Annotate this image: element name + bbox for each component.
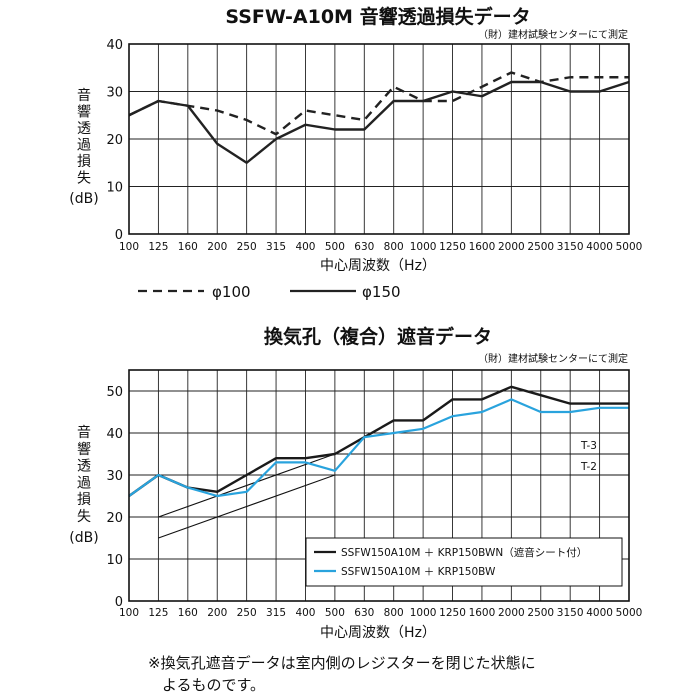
y-tick-label: 40 [106,427,123,442]
footnote-line-1: ※換気孔遮音データは室内側のレジスターを閉じた状態に [148,654,536,672]
reference-curve-label: T-2 [580,461,597,473]
chart-2-y-axis-label: 音響透過損失 (dB) [69,424,98,546]
x-tick-label: 630 [354,241,374,253]
chart-1-grid [129,43,629,234]
y-axis-label-char: 響 [77,104,91,121]
x-tick-label: 500 [325,607,345,619]
legend-box [305,537,623,587]
y-axis-label-char: 失 [77,171,91,187]
y-tick-label: 50 [106,385,123,400]
reference-curve-t-2 [158,474,629,539]
x-tick-label: 4000 [586,241,613,253]
x-tick-label: 5000 [616,241,643,253]
y-tick-label: 20 [106,133,123,148]
legend-label: SSFW150A10M ＋ KRP150BW [341,566,496,578]
y-axis-label-char: 音 [77,424,91,441]
legend-label: φ100 [212,283,251,301]
chart-2-series [128,385,629,498]
x-tick-label: 2000 [498,607,525,619]
chart-2-legend: SSFW150A10M ＋ KRP150BWN（遮音シート付） SSFW150A1… [305,537,623,587]
chart-1-y-axis-label: 音響透過損失 (dB) [69,87,98,207]
y-tick-label: 10 [106,553,123,568]
legend-label: SSFW150A10M ＋ KRP150BWN（遮音シート付） [341,546,587,559]
chart-1-title: SSFW-A10M 音響透過損失データ [225,5,530,28]
x-tick-label: 315 [266,241,286,253]
x-tick-label: 1600 [469,607,496,619]
y-axis-label-char: (dB) [69,530,98,546]
y-axis-label-char: 失 [77,509,91,525]
x-tick-label: 1250 [439,241,466,253]
y-axis-label-char: 響 [77,441,91,458]
x-tick-label: 160 [178,607,198,619]
x-tick-label: 250 [237,241,257,253]
x-tick-label: 5000 [616,607,643,619]
y-tick-label: 30 [106,86,123,101]
chart-2-x-axis-label: 中心周波数（Hz） [320,625,436,641]
x-tick-label: 2000 [498,241,525,253]
x-tick-label: 160 [178,241,198,253]
x-tick-label: 3150 [557,241,584,253]
chart-2-frame [128,369,630,602]
chart-2-x-tick-labels: 100 125 160 200 250 315 400 500 630 800 1000 1250 16… [119,607,642,619]
x-tick-label: 2500 [527,607,554,619]
x-tick-label: 500 [325,241,345,253]
y-tick-label: 0 [115,228,123,243]
chart-2-title: 換気孔（複合）遮音データ [264,325,492,348]
x-tick-label: 200 [207,241,227,253]
x-tick-label: 1000 [410,241,437,253]
chart-2-subtitle: （財）建材試験センターにて測定 [478,352,628,365]
x-tick-label: 400 [295,241,315,253]
x-tick-label: 630 [354,607,374,619]
chart-2-y-tick-labels: 0 10 20 30 40 50 [106,385,123,610]
chart-1-x-axis-label: 中心周波数（Hz） [320,258,436,274]
chart-1-legend: φ100 φ150 [138,283,401,301]
x-tick-label: 2500 [527,241,554,253]
y-axis-label-char: 透 [77,459,91,475]
x-tick-label: 100 [119,241,139,253]
series-line-1 [128,71,629,136]
y-axis-label-char: 損 [77,154,91,170]
x-tick-label: 800 [384,607,404,619]
legend-label: φ150 [362,283,401,301]
x-tick-label: 3150 [557,607,584,619]
chart-1-y-tick-labels: 0 10 20 30 40 [106,38,123,243]
y-axis-label-char: 音 [77,87,91,104]
chart-1-series [128,71,630,164]
x-tick-label: 800 [384,241,404,253]
y-axis-label-char: 過 [77,138,91,154]
series-line-2 [128,398,629,498]
x-tick-label: 125 [148,607,168,619]
y-tick-label: 0 [115,595,123,610]
chart-1-x-tick-labels: 100 125 160 200 250 315 400 500 630 800 1000 1250 16… [119,241,642,253]
y-axis-label-char: 損 [77,492,91,508]
reference-curve-label: T-3 [580,440,597,452]
x-tick-label: 250 [237,607,257,619]
y-axis-label-char: 過 [77,475,91,491]
x-tick-label: 315 [266,607,286,619]
y-tick-label: 10 [106,181,123,196]
x-tick-label: 100 [119,607,139,619]
chart-1-frame [128,43,630,235]
x-tick-label: 200 [207,607,227,619]
y-axis-label-char: (dB) [69,191,98,207]
y-axis-label-char: 透 [77,121,91,137]
x-tick-label: 4000 [586,607,613,619]
x-tick-label: 1000 [410,607,437,619]
x-tick-label: 400 [295,607,315,619]
series-line-1 [128,385,629,497]
x-tick-label: 1250 [439,607,466,619]
y-tick-label: 20 [106,511,123,526]
y-tick-label: 40 [106,38,123,53]
series-line-2 [128,80,630,164]
y-tick-label: 30 [106,469,123,484]
footnote-line-2: よるものです。 [162,676,265,694]
x-tick-label: 125 [148,241,168,253]
x-tick-label: 1600 [469,241,496,253]
chart-1-subtitle: （財）建材試験センターにて測定 [478,28,628,41]
